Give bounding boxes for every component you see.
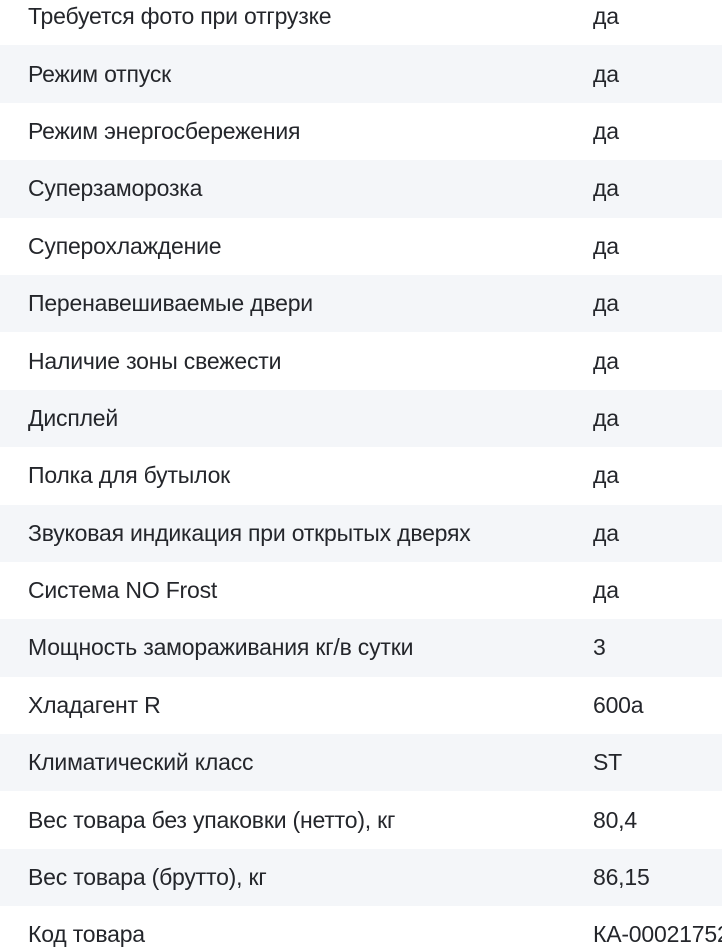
spec-label: Режим энергосбережения [28, 117, 301, 144]
spec-label: Климатический класс [28, 749, 254, 776]
spec-label: Звуковая индикация при открытых дверях [28, 519, 471, 546]
spec-row: Хладагент R 600a [0, 676, 722, 735]
spec-value: да [593, 462, 619, 489]
spec-label: Перенавешиваемые двери [28, 290, 313, 317]
spec-value: да [593, 290, 619, 317]
spec-value: да [593, 232, 619, 259]
spec-label: Дисплей [28, 404, 119, 431]
spec-label: Суперзаморозка [28, 175, 203, 202]
spec-label: Наличие зоны свежести [28, 347, 282, 374]
spec-label: Хладагент R [28, 691, 161, 718]
spec-value: да [593, 175, 619, 202]
spec-value: 3 [593, 634, 606, 661]
spec-value: да [593, 519, 619, 546]
spec-row: Полка для бутылок да [0, 447, 722, 505]
spec-value: да [593, 60, 619, 87]
spec-label: Вес товара без упаковки (нетто), кг [28, 806, 396, 833]
spec-label: Режим отпуск [28, 60, 171, 87]
spec-row: Система NO Frost да [0, 561, 722, 620]
spec-row: Требуется фото при отгрузке да [0, 0, 722, 46]
spec-value: да [593, 577, 619, 604]
spec-row: Звуковая индикация при открытых дверях д… [0, 504, 722, 562]
spec-row: Вес товара без упаковки (нетто), кг 80,4 [0, 791, 722, 849]
spec-value: ST [593, 749, 622, 776]
spec-label: Мощность замораживания кг/в сутки [28, 634, 414, 661]
spec-row: Код товара КА-00021752 [0, 906, 722, 950]
spec-value: да [593, 404, 619, 431]
spec-row: Дисплей да [0, 389, 722, 448]
spec-label: Суперохлаждение [28, 232, 222, 259]
spec-value: 600a [593, 691, 644, 718]
spec-value: да [593, 347, 619, 374]
spec-value: 80,4 [593, 806, 637, 833]
spec-row: Суперохлаждение да [0, 217, 722, 275]
spec-row: Режим энергосбережения да [0, 102, 722, 161]
spec-value: КА-00021752 [593, 921, 722, 948]
spec-row: Наличие зоны свежести да [0, 332, 722, 390]
spec-row: Перенавешиваемые двери да [0, 274, 722, 333]
spec-label: Вес товара (брутто), кг [28, 864, 267, 891]
spec-row: Вес товара (брутто), кг 86,15 [0, 848, 722, 907]
spec-row: Режим отпуск да [0, 45, 722, 103]
spec-label: Система NO Frost [28, 577, 218, 604]
spec-label: Требуется фото при отгрузке [28, 3, 332, 30]
spec-value: да [593, 117, 619, 144]
spec-row: Суперзаморозка да [0, 160, 722, 218]
spec-value: да [593, 3, 619, 30]
spec-row: Климатический класс ST [0, 734, 722, 792]
spec-value: 86,15 [593, 864, 650, 891]
spec-label: Полка для бутылок [28, 462, 231, 489]
spec-row: Мощность замораживания кг/в сутки 3 [0, 619, 722, 677]
spec-label: Код товара [28, 921, 145, 948]
